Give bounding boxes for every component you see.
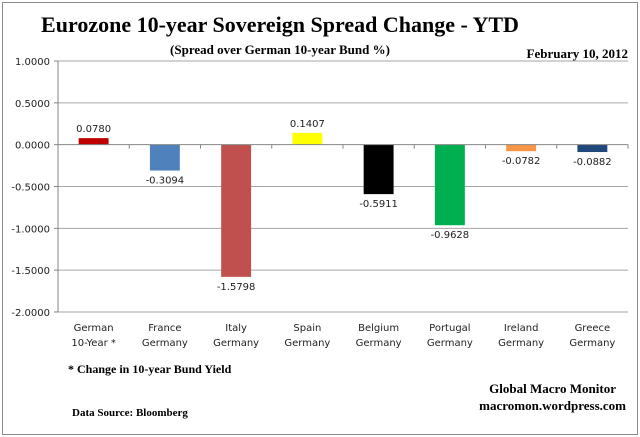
data-label: -0.9628 (431, 230, 470, 241)
data-label: -0.0782 (502, 156, 541, 167)
x-tick-label: Germany (569, 338, 615, 349)
x-tick-label: Belgium (358, 323, 399, 334)
y-tick-label: -1.5000 (11, 266, 50, 277)
bar (221, 144, 252, 277)
x-tick-label: France (148, 323, 181, 334)
x-tick-label: Germany (213, 338, 259, 349)
x-tick-label: Ireland (504, 323, 539, 334)
data-source: Data Source: Bloomberg (72, 407, 188, 419)
data-label: -0.0882 (573, 157, 612, 168)
x-tick-label: Portugal (429, 323, 470, 334)
bar (506, 144, 537, 152)
credit-url: macromon.wordpress.com (479, 398, 626, 413)
x-tick-label: Germany (427, 338, 473, 349)
bar (577, 144, 608, 153)
bar (292, 132, 323, 145)
footnote: * Change in 10-year Bund Yield (68, 362, 232, 376)
y-tick-label: 1.0000 (15, 57, 50, 68)
data-label: -1.5798 (217, 282, 256, 293)
data-label: 0.0780 (76, 124, 111, 135)
y-tick-label: -2.0000 (11, 308, 50, 319)
bar (78, 138, 109, 145)
x-tick-label: 10-Year * (71, 338, 116, 349)
x-tick-label: Greece (575, 323, 611, 334)
bar (149, 144, 180, 171)
x-tick-label: German (74, 323, 114, 334)
data-label: -0.3094 (146, 176, 185, 187)
y-tick-label: -0.5000 (11, 183, 50, 194)
bar (434, 144, 465, 226)
bar (363, 144, 394, 195)
credit-name: Global Macro Monitor (489, 381, 616, 396)
x-tick-label: Spain (293, 323, 321, 334)
x-tick-label: Germany (498, 338, 544, 349)
chart-title: Eurozone 10-year Sovereign Spread Change… (41, 12, 519, 37)
x-tick-label: Germany (356, 338, 402, 349)
chart-subtitle: (Spread over German 10-year Bund %) (170, 42, 390, 57)
y-tick-label: 0.0000 (15, 141, 50, 152)
y-tick-label: -1.0000 (11, 224, 50, 235)
data-label: 0.1407 (290, 119, 325, 130)
credit: Global Macro Monitor macromon.wordpress.… (479, 380, 626, 414)
y-tick-label: 0.5000 (15, 99, 50, 110)
data-label: -0.5911 (359, 199, 398, 210)
x-tick-label: Italy (225, 323, 247, 334)
x-tick-label: Germany (284, 338, 330, 349)
chart-date: February 10, 2012 (526, 46, 628, 61)
x-tick-label: Germany (142, 338, 188, 349)
